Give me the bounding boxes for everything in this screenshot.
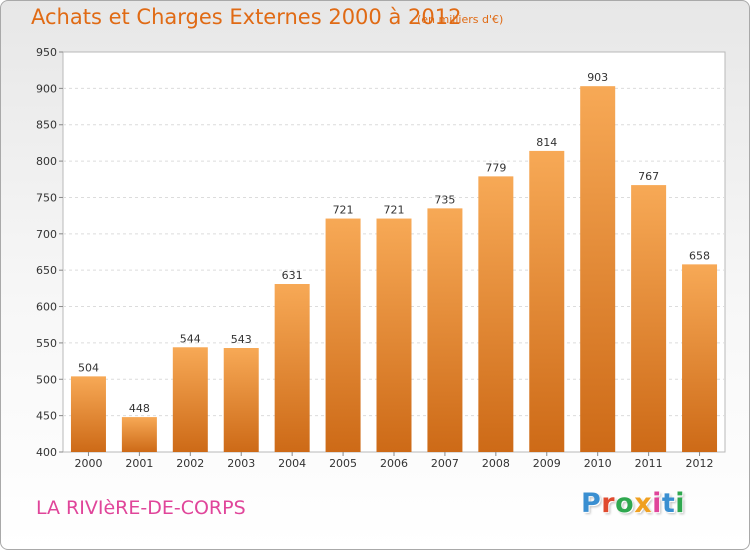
bar-2009 <box>529 150 565 452</box>
y-tick-label: 550 <box>36 337 57 350</box>
y-tick-label: 850 <box>36 119 57 132</box>
bar-value-label: 767 <box>638 170 659 183</box>
bar-2012 <box>682 264 718 452</box>
bar-2007 <box>427 208 463 452</box>
y-axis: 400 450 500 550 600 650 700 750 800 850 900 950 <box>36 46 63 459</box>
x-tick-label: 2006 <box>380 457 408 470</box>
x-tick-label: 2007 <box>431 457 459 470</box>
bar-value-label: 544 <box>180 332 201 345</box>
logo-letter: i <box>675 488 686 519</box>
bar-value-label: 903 <box>587 71 608 84</box>
bar-value-label: 735 <box>434 193 455 206</box>
y-tick-label: 900 <box>36 82 57 95</box>
bar-2008 <box>478 176 514 452</box>
logo-letter: i <box>652 488 662 519</box>
bar-value-label: 814 <box>536 136 557 149</box>
x-tick-label: 2002 <box>176 457 204 470</box>
x-tick-label: 2010 <box>584 457 612 470</box>
logo-letter: t <box>661 488 676 519</box>
x-tick-label: 2008 <box>482 457 510 470</box>
bar-value-label: 721 <box>384 204 405 217</box>
x-tick-label: 2003 <box>227 457 255 470</box>
bar-2000 <box>70 376 106 452</box>
y-tick-label: 600 <box>36 301 57 314</box>
y-tick-label: 950 <box>36 46 57 59</box>
y-tick-label: 750 <box>36 191 57 204</box>
proxiti-logo[interactable]: Proxiti <box>581 488 685 519</box>
x-tick-label: 2012 <box>686 457 714 470</box>
bars: 504 448 544 543 631 721 721 735 779 814 903 767 658 <box>70 71 718 452</box>
y-tick-label: 450 <box>36 410 57 423</box>
bar-value-label: 631 <box>282 269 303 282</box>
logo-letter: r <box>601 488 616 519</box>
bar-2011 <box>631 185 667 452</box>
x-axis: 2000 2001 2002 2003 2004 2005 2006 2007 2008 2009… <box>74 452 714 470</box>
bar-value-label: 543 <box>231 333 252 346</box>
chart-title: Achats et Charges Externes 2000 à 2012 <box>31 5 462 29</box>
chart-unit: (en milliers d'€) <box>417 13 504 26</box>
bar-value-label: 448 <box>129 402 150 415</box>
y-tick-label: 700 <box>36 228 57 241</box>
bar-value-label: 658 <box>689 249 710 262</box>
bar-value-label: 779 <box>485 161 506 174</box>
x-tick-label: 2001 <box>125 457 153 470</box>
bar-value-label: 721 <box>333 204 354 217</box>
x-tick-label: 2004 <box>278 457 306 470</box>
bar-2010 <box>580 86 616 452</box>
x-tick-label: 2009 <box>533 457 561 470</box>
x-tick-label: 2000 <box>74 457 102 470</box>
bar-2005 <box>325 218 361 452</box>
commune-name: LA RIVIèRE-DE-CORPS <box>36 497 246 519</box>
y-tick-label: 650 <box>36 264 57 277</box>
bar-2002 <box>172 347 208 452</box>
bar-2001 <box>121 417 157 452</box>
y-tick-label: 800 <box>36 155 57 168</box>
y-tick-label: 400 <box>36 446 57 459</box>
logo-letter: P <box>581 488 602 519</box>
bar-2006 <box>376 218 412 452</box>
logo-letter: o <box>615 488 635 519</box>
logo-letter: x <box>634 488 653 519</box>
x-tick-label: 2011 <box>635 457 663 470</box>
y-tick-label: 500 <box>36 373 57 386</box>
bar-value-label: 504 <box>78 361 99 374</box>
bar-2003 <box>223 348 259 452</box>
x-tick-label: 2005 <box>329 457 357 470</box>
bar-2004 <box>274 284 310 452</box>
